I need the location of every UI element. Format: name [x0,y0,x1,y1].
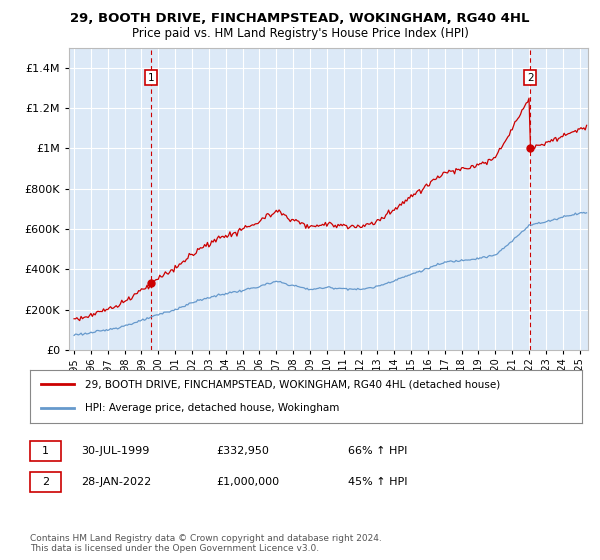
Text: 2: 2 [527,73,533,83]
Text: £1,000,000: £1,000,000 [216,477,279,487]
Text: Price paid vs. HM Land Registry's House Price Index (HPI): Price paid vs. HM Land Registry's House … [131,27,469,40]
Text: Contains HM Land Registry data © Crown copyright and database right 2024.
This d: Contains HM Land Registry data © Crown c… [30,534,382,553]
Text: 66% ↑ HPI: 66% ↑ HPI [348,446,407,456]
Text: 2: 2 [42,477,49,487]
Text: 30-JUL-1999: 30-JUL-1999 [81,446,149,456]
Text: 29, BOOTH DRIVE, FINCHAMPSTEAD, WOKINGHAM, RG40 4HL: 29, BOOTH DRIVE, FINCHAMPSTEAD, WOKINGHA… [70,12,530,25]
Text: 1: 1 [148,73,155,83]
Text: 28-JAN-2022: 28-JAN-2022 [81,477,151,487]
Text: 1: 1 [42,446,49,456]
Text: £332,950: £332,950 [216,446,269,456]
Text: HPI: Average price, detached house, Wokingham: HPI: Average price, detached house, Woki… [85,403,340,413]
Text: 45% ↑ HPI: 45% ↑ HPI [348,477,407,487]
Text: 29, BOOTH DRIVE, FINCHAMPSTEAD, WOKINGHAM, RG40 4HL (detached house): 29, BOOTH DRIVE, FINCHAMPSTEAD, WOKINGHA… [85,380,500,390]
